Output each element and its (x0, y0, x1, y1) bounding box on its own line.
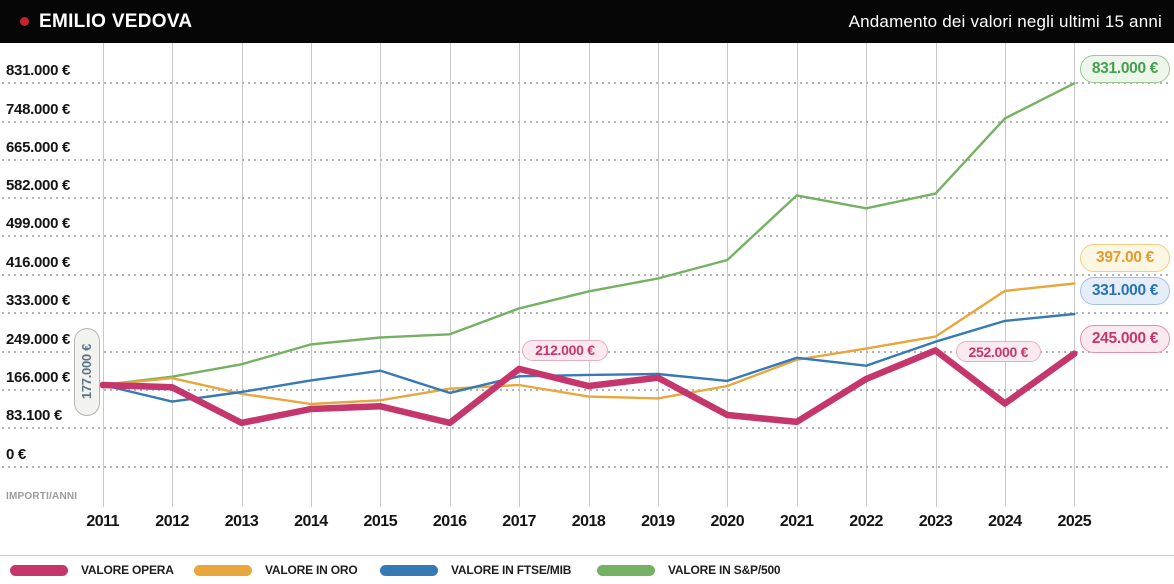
legend-swatch-icon (597, 564, 655, 576)
x-axis-year-label: 2012 (155, 513, 189, 530)
bullet-icon (20, 17, 29, 26)
end-value-label: 831.000 € (1080, 55, 1170, 83)
end-value-label: 245.000 € (1080, 325, 1170, 353)
legend-swatch-icon (194, 564, 252, 576)
legend-item-label: VALORE OPERA (81, 563, 174, 577)
legend-item-label: VALORE IN S&P/500 (668, 563, 781, 577)
y-axis-value-label: 831.000 € (6, 62, 71, 80)
value-gridline (2, 312, 1172, 315)
chart-legend: VALORE OPERA VALORE IN ORO VALORE IN FTSE/… (0, 555, 1174, 584)
start-value-label: 177.000 € (74, 327, 100, 416)
y-axis-value-label: 499.000 € (6, 215, 71, 233)
start-value-text: 177.000 € (79, 343, 95, 400)
x-axis-year-label: 2021 (779, 513, 814, 530)
header-bar: EMILIO VEDOVA Andamento dei valori negli… (0, 0, 1174, 43)
y-axis-value-label: 665.000 € (6, 138, 71, 156)
value-gridline (2, 120, 1172, 123)
page-title: EMILIO VEDOVA (39, 10, 193, 32)
value-gridline (2, 197, 1172, 200)
legend-swatch-icon (10, 564, 68, 576)
x-axis-year-label: 2020 (710, 513, 745, 530)
legend-item: VALORE IN S&P/500 (597, 556, 781, 584)
axis-caption: IMPORTI/ANNI (6, 491, 78, 502)
chart-title: Andamento dei valori negli ultimi 15 ann… (848, 11, 1162, 31)
y-axis-value-label: 748.000 € (6, 100, 71, 118)
x-axis-year-label: 2013 (224, 513, 259, 530)
callout-value-label: 212.000 € (522, 339, 608, 361)
y-axis-value-label: 249.000 € (6, 330, 71, 348)
legend-item-label: VALORE IN ORO (265, 563, 358, 577)
end-value-label: 331.000 € (1080, 277, 1170, 305)
legend-item-label: VALORE IN FTSE/MIB (451, 563, 572, 577)
y-axis-value-label: 0 € (6, 445, 26, 463)
x-axis-year-label: 2016 (432, 513, 467, 530)
y-axis-value-label: 333.000 € (6, 292, 71, 310)
legend-swatch-icon (380, 564, 438, 576)
x-axis-year-label: 2014 (294, 513, 328, 530)
x-axis-year-label: 2019 (641, 513, 675, 530)
value-gridline (2, 158, 1172, 161)
value-gridline (2, 273, 1172, 276)
y-axis-value-label: 166.000 € (6, 369, 71, 387)
y-axis-value-label: 416.000 € (6, 253, 71, 271)
legend-item: VALORE IN ORO (194, 556, 358, 584)
x-axis-year-label: 2024 (988, 513, 1022, 530)
x-axis-year-label: 2022 (849, 513, 883, 530)
callout-value-label: 252.000 € (955, 341, 1042, 363)
value-gridline (2, 389, 1172, 392)
x-axis-year-label: 2023 (918, 513, 953, 530)
x-axis-year-label: 2025 (1057, 513, 1092, 530)
legend-item: VALORE IN FTSE/MIB (380, 556, 571, 584)
end-value-label: 397.00 € (1080, 244, 1170, 272)
x-axis-year-label: 2015 (363, 513, 398, 530)
value-gridline (2, 82, 1172, 85)
y-axis-value-label: 582.000 € (6, 177, 71, 195)
value-gridline (2, 427, 1172, 430)
y-axis-value-label: 83.100 € (6, 407, 62, 425)
value-gridline (2, 235, 1172, 238)
legend-item: VALORE OPERA (10, 556, 174, 584)
x-axis-year-label: 2017 (502, 513, 536, 530)
x-axis-year-label: 2011 (86, 513, 120, 530)
x-axis-year-label: 2018 (571, 513, 606, 530)
value-gridline (2, 465, 1172, 468)
